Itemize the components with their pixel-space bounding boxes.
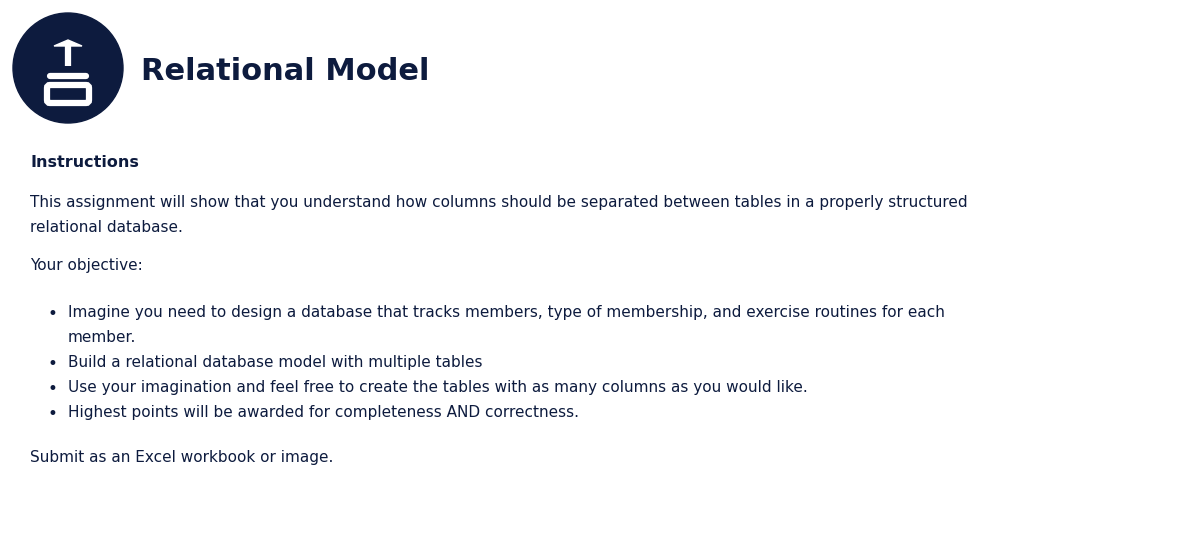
Text: Relational Model: Relational Model: [142, 57, 430, 86]
Text: •: •: [48, 405, 58, 423]
Polygon shape: [54, 40, 82, 46]
Text: Use your imagination and feel free to create the tables with as many columns as : Use your imagination and feel free to cr…: [68, 380, 808, 395]
Text: This assignment will show that you understand how columns should be separated be: This assignment will show that you under…: [30, 195, 967, 210]
Text: Your objective:: Your objective:: [30, 258, 143, 273]
Circle shape: [13, 13, 124, 123]
Text: relational database.: relational database.: [30, 220, 182, 235]
Text: member.: member.: [68, 330, 137, 345]
Text: Highest points will be awarded for completeness AND correctness.: Highest points will be awarded for compl…: [68, 405, 580, 420]
Text: Instructions: Instructions: [30, 155, 139, 170]
Text: Submit as an Excel workbook or image.: Submit as an Excel workbook or image.: [30, 450, 334, 465]
Text: •: •: [48, 305, 58, 323]
Text: Build a relational database model with multiple tables: Build a relational database model with m…: [68, 355, 482, 370]
Text: •: •: [48, 355, 58, 373]
Text: •: •: [48, 380, 58, 398]
Text: Imagine you need to design a database that tracks members, type of membership, a: Imagine you need to design a database th…: [68, 305, 944, 320]
